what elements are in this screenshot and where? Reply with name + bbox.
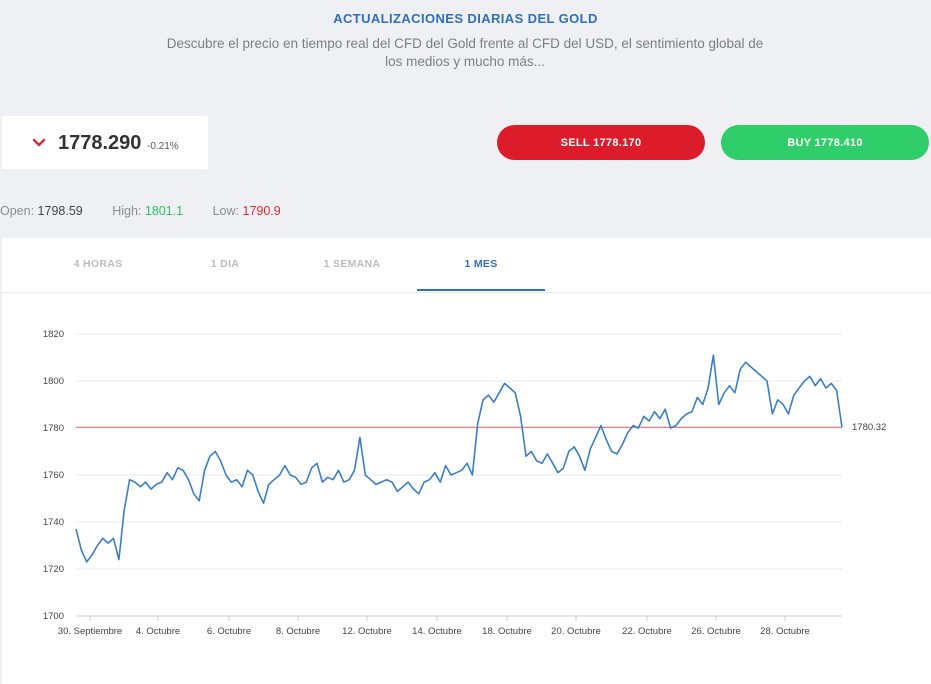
high-value: 1801.1 (144, 204, 184, 218)
page-title: ACTUALIZACIONES DIARIAS DEL GOLD (333, 11, 598, 26)
price-series-line (75, 354, 843, 563)
timeframe-tabs: 4 HORAS 1 DIA 1 SEMANA 1 MES (2, 238, 931, 293)
open-value: 1798.59 (37, 204, 83, 218)
price-line-chart: 1700 1720 1740 1760 1780 1800 1820 30. Septiemb… (43, 329, 886, 637)
open-label: Open: (0, 204, 35, 218)
x-tick-label: 6. Octubre (207, 626, 251, 637)
x-tick-label: 14. Octubre (412, 626, 462, 637)
tab-1-semana[interactable]: 1 SEMANA (323, 258, 381, 270)
price-change-percent: -0.21% (147, 141, 179, 152)
price-card: 1778.290 -0.21% (2, 116, 208, 169)
chart-card: 4 HORAS 1 DIA 1 SEMANA 1 MES 1700 1720 174… (2, 238, 931, 684)
y-tick-label: 1800 (43, 376, 64, 387)
x-tick-label: 26. Octubre (691, 626, 741, 637)
current-price: 1778.290 (58, 132, 142, 154)
x-tick-label: 18. Octubre (482, 626, 532, 637)
open-stat: Open: 1798.59 (0, 204, 83, 218)
y-tick-label: 1720 (43, 564, 64, 575)
current-price-label: 1780.32 (852, 422, 886, 433)
y-tick-label: 1780 (43, 423, 64, 434)
low-value: 1790.9 (242, 204, 281, 218)
x-tick-label: 30. Septiembre (58, 626, 122, 637)
y-tick-label: 1820 (43, 329, 64, 340)
x-tick-label: 4. Octubre (136, 626, 180, 637)
tab-1-mes[interactable]: 1 MES (417, 238, 545, 291)
x-tick-label: 22. Octubre (622, 626, 672, 637)
x-tick-label: 12. Octubre (342, 626, 392, 637)
y-tick-label: 1760 (43, 470, 64, 481)
ohl-summary: Open: 1798.59 High: 1801.1 Low: 1790.9 (0, 204, 307, 218)
chevron-down-icon (32, 138, 46, 147)
low-label: Low: (212, 204, 240, 218)
buy-button[interactable]: BUY 1778.410 (721, 125, 929, 160)
x-tick-label: 8. Octubre (276, 626, 320, 637)
low-stat: Low: 1790.9 (213, 204, 281, 218)
sell-button[interactable]: SELL 1778.170 (497, 125, 705, 160)
page-subtitle: Descubre el precio en tiempo real del CF… (166, 36, 764, 69)
tab-4-horas[interactable]: 4 HORAS (73, 258, 123, 270)
x-tick-label: 20. Octubre (551, 626, 601, 637)
high-stat: High: 1801.1 (112, 204, 183, 218)
x-tick-label: 28. Octubre (760, 626, 810, 637)
tab-1-dia[interactable]: 1 DIA (210, 258, 240, 270)
y-tick-label: 1740 (43, 517, 64, 528)
y-tick-label: 1700 (43, 611, 64, 622)
high-label: High: (112, 204, 142, 218)
